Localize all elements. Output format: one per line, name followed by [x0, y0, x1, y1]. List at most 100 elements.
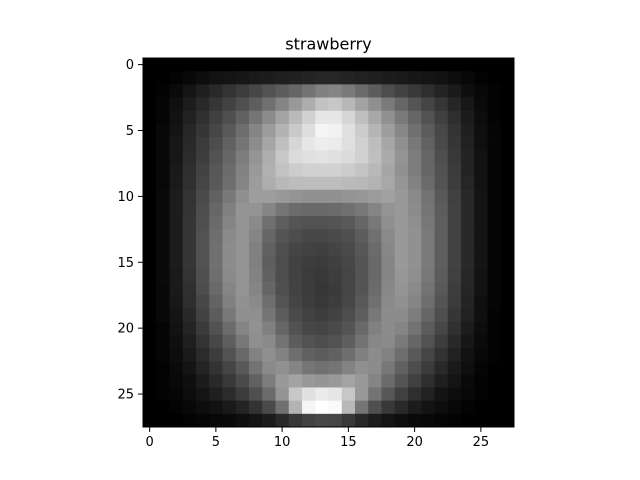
heatmap-cell: [500, 347, 515, 362]
heatmap-cell: [487, 216, 502, 230]
heatmap-cell: [169, 361, 184, 375]
heatmap-cell: [434, 229, 449, 243]
heatmap-cell: [196, 150, 210, 164]
heatmap-cell: [341, 216, 356, 230]
heatmap-cell: [341, 229, 356, 243]
heatmap-cell: [182, 295, 197, 309]
heatmap-cell: [169, 268, 184, 283]
heatmap-cell: [315, 229, 329, 243]
heatmap-cell: [394, 334, 409, 349]
heatmap-cell: [182, 347, 197, 362]
heatmap-cell: [368, 189, 382, 204]
heatmap-cell: [500, 216, 515, 230]
heatmap-cell: [249, 137, 263, 151]
heatmap-cell: [328, 374, 343, 388]
x-tick-label: 10: [274, 435, 291, 450]
heatmap-cell: [355, 163, 369, 177]
heatmap-cell: [315, 71, 329, 85]
heatmap-cell: [500, 413, 515, 428]
heatmap-cell: [302, 110, 316, 125]
heatmap-cell: [262, 123, 276, 138]
heatmap-cell: [156, 347, 170, 362]
heatmap-cell: [315, 202, 329, 217]
heatmap-cell: [408, 123, 422, 138]
heatmap-cell: [434, 282, 449, 296]
heatmap-cell: [421, 308, 435, 322]
heatmap-cell: [275, 71, 290, 85]
heatmap-cell: [487, 255, 502, 270]
heatmap-cell: [500, 58, 515, 72]
heatmap-cell: [222, 400, 237, 415]
heatmap-cell: [381, 137, 396, 151]
heatmap-cell: [355, 255, 369, 270]
heatmap-cell: [341, 71, 356, 85]
heatmap-cell: [381, 387, 396, 401]
heatmap-cell: [235, 282, 250, 296]
heatmap-cell: [500, 387, 515, 401]
heatmap-cell: [487, 176, 502, 191]
heatmap-cell: [381, 268, 396, 283]
heatmap-cell: [368, 361, 382, 375]
heatmap-cell: [209, 361, 223, 375]
heatmap-cell: [368, 123, 382, 138]
heatmap-cell: [328, 321, 343, 336]
heatmap-cell: [249, 255, 263, 270]
heatmap-cell: [341, 387, 356, 401]
heatmap-cell: [368, 58, 382, 72]
heatmap-cell: [143, 413, 157, 428]
heatmap-cell: [169, 137, 184, 151]
heatmap-cell: [196, 255, 210, 270]
heatmap-cell: [262, 229, 276, 243]
heatmap-cell: [182, 189, 197, 204]
heatmap-cell: [169, 71, 184, 85]
heatmap-cell: [381, 176, 396, 191]
heatmap-cell: [328, 229, 343, 243]
heatmap-cell: [461, 400, 475, 415]
heatmap-cell: [315, 163, 329, 177]
heatmap-cell: [487, 268, 502, 283]
heatmap-cell: [394, 216, 409, 230]
heatmap-cell: [341, 137, 356, 151]
heatmap-cell: [447, 268, 462, 283]
heatmap-cell: [156, 84, 170, 98]
heatmap-cell: [235, 97, 250, 112]
heatmap-cell: [288, 282, 303, 296]
heatmap-cell: [355, 295, 369, 309]
heatmap-cell: [341, 84, 356, 98]
heatmap-cell: [315, 400, 329, 415]
heatmap-cell: [447, 97, 462, 112]
heatmap-cell: [315, 295, 329, 309]
heatmap-cell: [421, 374, 435, 388]
heatmap-cell: [302, 334, 316, 349]
heatmap-cell: [169, 189, 184, 204]
x-tick-label: 15: [340, 435, 357, 450]
heatmap-cell: [222, 110, 237, 125]
heatmap-cell: [447, 282, 462, 296]
heatmap-cell: [262, 334, 276, 349]
heatmap-cell: [381, 84, 396, 98]
heatmap-cell: [434, 268, 449, 283]
heatmap-cell: [368, 84, 382, 98]
heatmap-cell: [434, 97, 449, 112]
heatmap-cell: [474, 361, 488, 375]
heatmap-cell: [474, 137, 488, 151]
heatmap-cell: [368, 229, 382, 243]
heatmap-cell: [275, 334, 290, 349]
heatmap-cell: [355, 176, 369, 191]
heatmap-cell: [341, 150, 356, 164]
heatmap-cell: [500, 137, 515, 151]
heatmap-cell: [474, 413, 488, 428]
heatmap-cell: [235, 242, 250, 257]
heatmap-cell: [328, 400, 343, 415]
heatmap-cell: [355, 216, 369, 230]
heatmap-cell: [447, 413, 462, 428]
heatmap-cell: [182, 71, 197, 85]
heatmap-cell: [500, 295, 515, 309]
heatmap-cell: [288, 71, 303, 85]
heatmap-cell: [355, 58, 369, 72]
heatmap-cell: [434, 334, 449, 349]
heatmap-cell: [381, 163, 396, 177]
heatmap-cell: [328, 308, 343, 322]
heatmap-cell: [500, 308, 515, 322]
heatmap-cell: [394, 229, 409, 243]
